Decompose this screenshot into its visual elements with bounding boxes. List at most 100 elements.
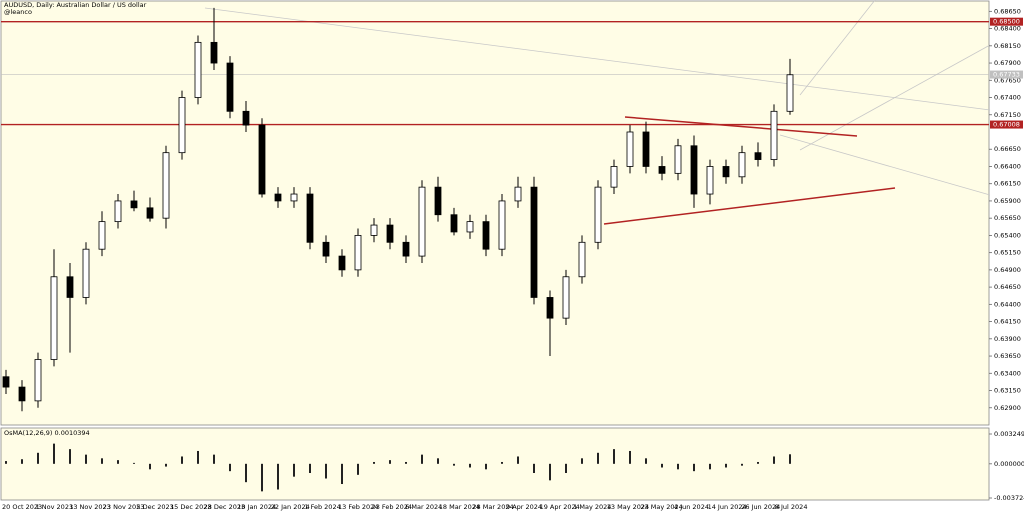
candle-body: [450, 214, 458, 233]
level-label-bg: [990, 17, 1023, 26]
osma-bar: [453, 463, 455, 466]
osma-bar: [693, 463, 695, 472]
y-tick-label: 0.65900: [994, 197, 1021, 205]
osma-bar: [773, 456, 775, 464]
x-tick-label: 26 Jun 2024: [741, 503, 780, 511]
candle-body: [114, 200, 122, 223]
candle-body: [738, 152, 746, 178]
candle-body: [530, 186, 538, 298]
candle-body: [562, 276, 570, 319]
osma-bar: [565, 463, 567, 473]
osma-bar: [213, 454, 215, 464]
candle-body: [290, 193, 298, 202]
candle-body: [50, 276, 58, 360]
candle-body: [674, 145, 682, 174]
y-tick-label: 0.67400: [994, 94, 1021, 102]
candle-body: [162, 152, 170, 219]
candle-body: [466, 221, 474, 233]
y-tick-label: 0.68400: [994, 25, 1021, 33]
x-tick-label: 6 Mar 2024: [405, 503, 442, 511]
candle-body: [642, 131, 650, 167]
trendlines: [204, 0, 991, 225]
candle-body: [226, 62, 234, 112]
trendline: [799, 0, 876, 96]
y-tick-label: 0.63400: [994, 369, 1021, 377]
osma-bar: [341, 463, 343, 485]
candle-body: [354, 235, 362, 271]
osma-bar: [517, 456, 519, 464]
y-tick-label: 0.66150: [994, 180, 1021, 188]
candle-body: [82, 248, 90, 298]
x-tick-label: 23 May 2024: [640, 503, 682, 511]
osma-bar: [69, 449, 71, 464]
candle-body: [194, 41, 202, 98]
x-tick-label: 13 Nov 2023: [69, 503, 111, 511]
y-tick-label: 0.65650: [994, 214, 1021, 222]
x-tick-label: 10 Jan 2024: [237, 503, 276, 511]
x-tick-label: 4 Jun 2024: [674, 503, 709, 511]
y-tick-label: 0.64150: [994, 318, 1021, 326]
triangle-line: [624, 116, 858, 137]
candle-body: [690, 145, 698, 195]
osma-bar: [261, 463, 263, 492]
osma-bar: [533, 463, 535, 473]
indicator-tick-label: -0.0037247: [994, 494, 1024, 502]
level-label-bg: [990, 120, 1023, 129]
indicator-tick-label: 0.000000: [994, 460, 1024, 468]
candle-body: [258, 124, 266, 195]
osma-bar: [197, 450, 199, 464]
candle-body: [786, 74, 794, 112]
candle-body: [306, 193, 314, 243]
candle-body: [210, 41, 218, 64]
trendline: [204, 7, 991, 111]
osma-bar: [613, 449, 615, 464]
y-tick-label: 0.62900: [994, 404, 1021, 412]
osma-bar: [485, 463, 487, 470]
osma-bar: [53, 443, 55, 464]
osma-bar: [421, 454, 423, 464]
level-label: 0.68500: [993, 18, 1020, 26]
indicator-title: OsMA(12,26,9) 0.0010394: [4, 429, 90, 437]
osma-bar: [325, 463, 327, 479]
x-tick-label: 18 Mar 2024: [439, 503, 480, 511]
y-tick-label: 0.68650: [994, 7, 1021, 15]
candle-body: [130, 200, 138, 209]
osma-bar: [597, 452, 599, 464]
osma-bar: [629, 450, 631, 464]
candle-body: [322, 241, 330, 257]
osma-bar: [133, 462, 135, 464]
x-tick-label: 23 Feb 2024: [372, 503, 412, 511]
candle-body: [498, 200, 506, 250]
candle-body: [418, 186, 426, 257]
y-tick-label: 0.63650: [994, 352, 1021, 360]
candle-body: [434, 186, 442, 216]
candle-body: [2, 376, 10, 388]
y-tick-label: 0.64650: [994, 283, 1021, 291]
x-tick-label: 8 Jul 2024: [775, 503, 808, 511]
x-tick-label: 9 Apr 2024: [506, 503, 542, 511]
x-tick-label: 1 Nov 2023: [36, 503, 74, 511]
candle-body: [770, 110, 778, 160]
x-tick-label: 15 Dec 2023: [170, 503, 212, 511]
candle-body: [546, 297, 554, 319]
candle-body: [66, 276, 74, 298]
osma-bar: [309, 463, 311, 473]
candle-body: [34, 359, 42, 402]
chart-subtitle: @leanco: [4, 8, 32, 16]
osma-bar: [277, 463, 279, 490]
y-tick-label: 0.67650: [994, 76, 1021, 84]
y-tick-label: 0.63900: [994, 335, 1021, 343]
osma-bar: [677, 463, 679, 470]
candle-body: [98, 221, 106, 250]
candle-body: [18, 386, 26, 402]
candle-body: [370, 224, 378, 236]
osma-bar: [725, 463, 727, 468]
y-tick-label: 0.66650: [994, 145, 1021, 153]
osma-bar: [245, 463, 247, 483]
x-tick-label: 1 May 2024: [573, 503, 611, 511]
x-tick-label: 23 Nov 2023: [103, 503, 145, 511]
osma-bar: [357, 463, 359, 475]
osma-bar: [437, 458, 439, 464]
triangle-line: [603, 187, 896, 225]
